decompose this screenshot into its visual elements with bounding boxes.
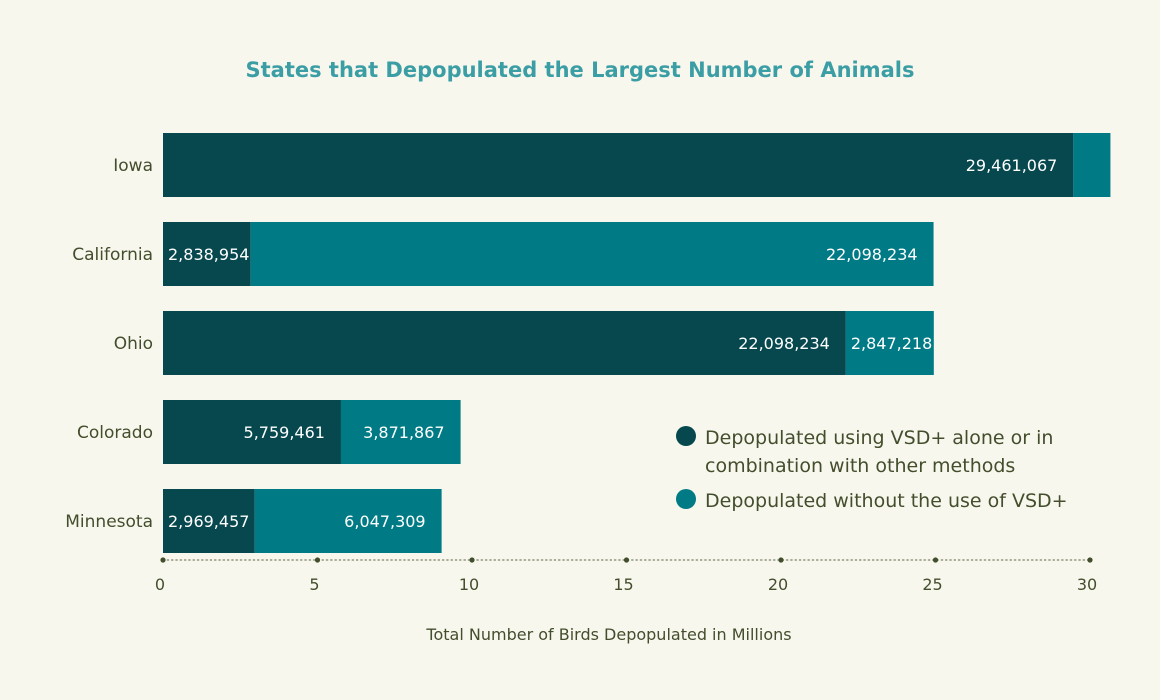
x-tick-mark bbox=[932, 557, 939, 563]
legend: Depopulated using VSD+ alone or in combin… bbox=[676, 426, 1068, 512]
x-tick-mark bbox=[623, 557, 630, 563]
value-label: 22,098,234 bbox=[738, 334, 830, 353]
category-label: Ohio bbox=[114, 334, 153, 354]
value-label: 3,871,867 bbox=[363, 423, 444, 442]
x-tick-label: 5 bbox=[309, 575, 319, 594]
bar-segment bbox=[250, 222, 934, 286]
x-axis: 0 5 10 15 20 25 30 bbox=[155, 557, 1097, 594]
bar-segment bbox=[163, 311, 846, 375]
x-tick-mark bbox=[469, 557, 475, 563]
bars-layer: Iowa 29,461,067 California 2,838,954 22,098,… bbox=[65, 133, 1111, 553]
category-label: California bbox=[72, 245, 153, 265]
bar-segment bbox=[163, 133, 1074, 197]
value-label: 29,461,067 bbox=[966, 156, 1058, 175]
x-tick-mark bbox=[160, 557, 166, 563]
bar-segment bbox=[163, 400, 341, 464]
x-axis-label: Total Number of Birds Depopulated in Mil… bbox=[425, 625, 791, 644]
legend-label: Depopulated using VSD+ alone or in bbox=[705, 427, 1053, 449]
legend-swatch bbox=[676, 426, 696, 446]
value-label: 6,047,309 bbox=[344, 512, 425, 531]
bar-segment bbox=[340, 400, 461, 464]
value-label: 2,838,954 bbox=[168, 245, 249, 264]
bar-segment bbox=[163, 489, 255, 553]
legend-label: Depopulated without the use of VSD+ bbox=[705, 490, 1068, 512]
value-label: 5,759,461 bbox=[244, 423, 325, 442]
x-tick-label: 30 bbox=[1077, 575, 1097, 594]
legend-swatch bbox=[676, 489, 696, 509]
category-label: Minnesota bbox=[65, 512, 153, 532]
value-label: 22,098,234 bbox=[826, 245, 918, 264]
bar-segment bbox=[254, 489, 442, 553]
category-label: Colorado bbox=[77, 423, 153, 443]
x-tick-label: 20 bbox=[768, 575, 788, 594]
legend-label: combination with other methods bbox=[705, 455, 1015, 477]
x-tick-label: 15 bbox=[613, 575, 633, 594]
x-tick-mark bbox=[778, 557, 784, 563]
bar-segment bbox=[845, 311, 934, 375]
category-label: Iowa bbox=[113, 156, 153, 176]
bar-segment bbox=[163, 222, 251, 286]
x-tick-label: 10 bbox=[459, 575, 479, 594]
x-tick-mark bbox=[1087, 557, 1093, 563]
bar-segment bbox=[1073, 133, 1111, 197]
value-label: 2,847,218 bbox=[851, 334, 932, 353]
x-tick-mark bbox=[314, 557, 321, 563]
chart-title: States that Depopulated the Largest Numb… bbox=[246, 58, 915, 82]
x-tick-label: 0 bbox=[155, 575, 165, 594]
x-tick-label: 25 bbox=[922, 575, 942, 594]
value-label: 2,969,457 bbox=[168, 512, 249, 531]
